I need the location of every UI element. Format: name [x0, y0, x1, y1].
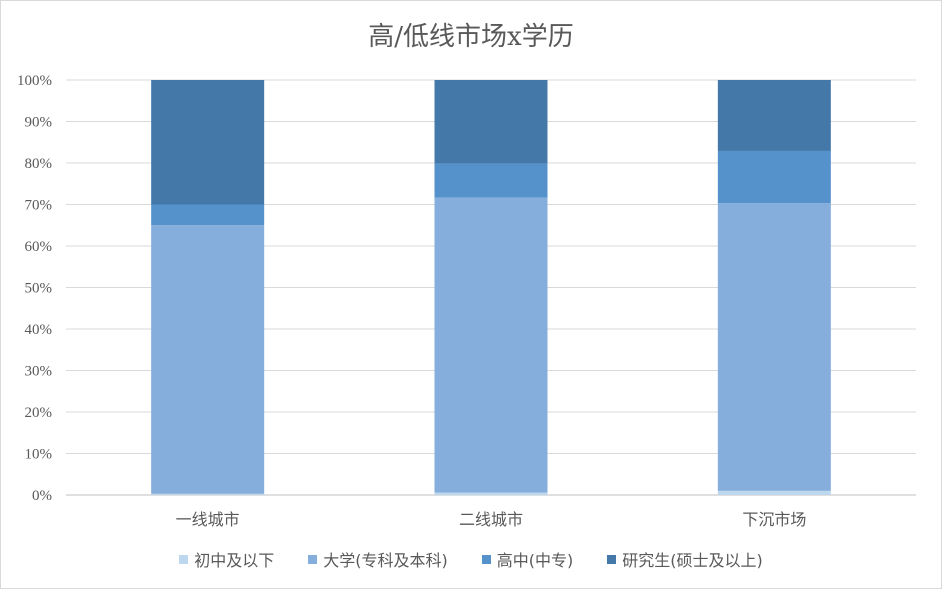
chart-legend: 初中及以下 大学(专科及本科) 高中(中专) 研究生(硕士及以上) — [0, 547, 942, 571]
bar-segment — [717, 203, 831, 491]
legend-swatch — [481, 554, 491, 564]
bar-segment — [151, 204, 265, 226]
legend-label: 初中及以下 — [194, 551, 275, 570]
bar-segment — [717, 490, 831, 495]
legend-item: 研究生(硕士及以上) — [607, 547, 763, 571]
y-tick-label: 0% — [32, 488, 52, 504]
legend-item: 高中(中专) — [481, 547, 574, 571]
y-tick-label: 50% — [25, 281, 53, 297]
bar-segment — [151, 80, 265, 205]
y-tick-label: 20% — [25, 405, 53, 421]
y-tick-label: 10% — [25, 447, 53, 463]
bar-segment — [434, 197, 548, 493]
bar-segment — [434, 80, 548, 164]
legend-item: 初中及以下 — [179, 547, 274, 571]
legend-swatch — [179, 554, 189, 564]
x-tick-label: 一线城市 — [176, 510, 240, 529]
y-tick-label: 40% — [25, 322, 53, 338]
legend-label: 大学(专科及本科) — [323, 551, 448, 570]
y-tick-label: 70% — [25, 198, 53, 214]
y-tick-label: 100% — [17, 73, 52, 89]
chart-plot: 0% 10% 20% 30% 40% 50% 60% 70% 80% 90% 100% 一线城市 二线城… — [17, 73, 916, 529]
x-tick-label: 下沉市场 — [742, 510, 806, 529]
legend-swatch — [607, 554, 617, 564]
legend-swatch — [308, 554, 318, 564]
legend-item: 大学(专科及本科) — [308, 547, 448, 571]
bar-segment — [717, 80, 831, 151]
bar-segment — [151, 493, 265, 495]
y-tick-label: 90% — [25, 115, 53, 131]
bar-segment — [434, 492, 548, 495]
x-tick-label: 二线城市 — [459, 510, 523, 529]
chart-title: 高/低线市场x学历 — [368, 22, 574, 52]
legend-label: 高中(中专) — [496, 551, 574, 570]
y-tick-label: 80% — [25, 156, 53, 172]
bar-segment — [717, 150, 831, 204]
legend-label: 研究生(硕士及以上) — [622, 551, 763, 570]
y-tick-label: 30% — [25, 364, 53, 380]
y-tick-label: 60% — [25, 239, 53, 255]
bar-segment — [434, 163, 548, 198]
bar-segment — [151, 225, 265, 494]
